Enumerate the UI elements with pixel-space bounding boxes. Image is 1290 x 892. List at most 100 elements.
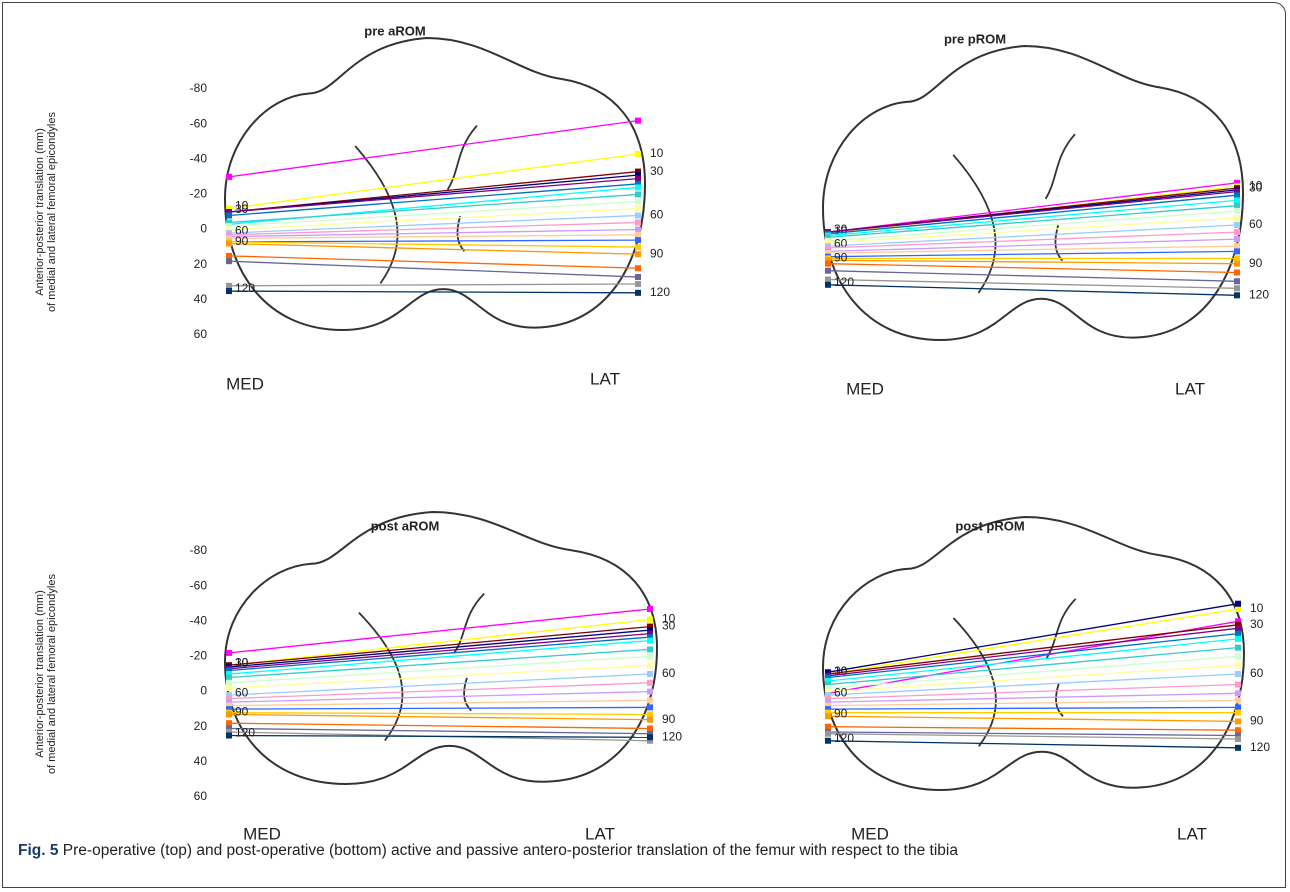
series-label-lat: 30 xyxy=(1250,617,1264,631)
point-marker xyxy=(1234,215,1240,221)
point-marker xyxy=(825,731,831,737)
caption-text: Pre-operative (top) and post-operative (… xyxy=(63,842,958,859)
point-marker xyxy=(647,680,653,686)
series-label-med: 120 xyxy=(235,726,255,740)
point-marker xyxy=(635,118,641,124)
point-marker xyxy=(226,241,232,247)
point-marker xyxy=(1235,671,1241,677)
point-marker xyxy=(1235,606,1241,612)
y-tick-label: 40 xyxy=(194,754,208,768)
condyle-line xyxy=(359,613,403,741)
series-line xyxy=(229,256,638,268)
series-label-lat: 90 xyxy=(662,712,676,726)
series-line xyxy=(828,634,1238,678)
point-marker xyxy=(1234,261,1240,267)
point-marker xyxy=(635,251,641,257)
point-marker xyxy=(1235,601,1241,607)
series-line xyxy=(828,260,1237,264)
series-line xyxy=(828,727,1238,731)
point-marker xyxy=(226,680,232,686)
point-marker xyxy=(1234,192,1240,198)
chart-title: post pROM xyxy=(955,518,1024,533)
point-marker xyxy=(825,724,831,730)
series-line xyxy=(229,242,638,247)
point-marker xyxy=(1235,662,1241,668)
point-marker xyxy=(1235,625,1241,631)
x-category-label: MED xyxy=(243,824,281,840)
series-line xyxy=(828,716,1238,721)
caption-label: Fig. 5 xyxy=(18,842,58,859)
point-marker xyxy=(647,646,653,652)
point-marker xyxy=(825,261,831,267)
y-tick-label: -60 xyxy=(190,116,208,130)
series-line xyxy=(828,639,1238,681)
series-line xyxy=(828,183,1237,232)
series-label-med: 120 xyxy=(834,731,854,745)
point-marker xyxy=(226,675,232,681)
point-marker xyxy=(1235,710,1241,716)
point-marker xyxy=(226,174,232,180)
point-marker xyxy=(647,653,653,659)
figure: pre aROM-80-60-40-200204060Anterior-post… xyxy=(0,0,1290,840)
point-marker xyxy=(1235,697,1241,703)
y-tick-label: -20 xyxy=(190,187,208,201)
point-marker xyxy=(1235,718,1241,724)
condyle-line xyxy=(457,216,464,251)
series-line xyxy=(229,261,638,277)
point-marker xyxy=(1235,727,1241,733)
point-marker xyxy=(1235,631,1241,637)
y-axis-label: Anterior-posterior translation (mm) xyxy=(34,590,46,758)
series-line xyxy=(229,736,650,738)
point-marker xyxy=(1234,278,1240,284)
point-marker xyxy=(1235,653,1241,659)
series-line xyxy=(828,741,1238,748)
point-marker xyxy=(226,283,232,289)
point-marker xyxy=(825,277,831,283)
series-line xyxy=(828,707,1238,709)
chart-title: post aROM xyxy=(371,518,440,533)
series-label-lat: 30 xyxy=(1249,180,1263,194)
point-marker xyxy=(226,650,232,656)
point-marker xyxy=(226,720,232,726)
series-label-lat: 60 xyxy=(1250,666,1264,680)
point-marker xyxy=(825,738,831,744)
y-tick-label: -40 xyxy=(190,151,208,165)
point-marker xyxy=(635,151,641,157)
x-category-label: LAT xyxy=(1175,379,1205,398)
series-line xyxy=(828,604,1238,673)
y-tick-label: -80 xyxy=(190,543,208,557)
x-category-label: LAT xyxy=(1177,824,1207,840)
point-marker xyxy=(226,733,232,739)
point-marker xyxy=(1235,636,1241,642)
series-line xyxy=(229,291,638,293)
series-label-med: 90 xyxy=(834,706,848,720)
point-marker xyxy=(825,268,831,274)
point-marker xyxy=(635,176,641,182)
point-marker xyxy=(1235,704,1241,710)
point-marker xyxy=(1234,248,1240,254)
point-marker xyxy=(1234,236,1240,242)
point-marker xyxy=(647,671,653,677)
point-marker xyxy=(1234,229,1240,235)
series-line xyxy=(229,630,650,667)
y-tick-label: -20 xyxy=(190,649,208,663)
point-marker xyxy=(635,265,641,271)
point-marker xyxy=(647,734,653,740)
point-marker xyxy=(635,213,641,219)
y-axis-label: of medial and lateral femoral epicondyle… xyxy=(46,112,58,312)
series-line xyxy=(229,284,638,286)
point-marker xyxy=(1234,203,1240,209)
point-marker xyxy=(226,288,232,294)
point-marker xyxy=(226,253,232,259)
point-marker xyxy=(1235,690,1241,696)
point-marker xyxy=(226,258,232,264)
y-tick-label: 20 xyxy=(194,257,208,271)
point-marker xyxy=(647,704,653,710)
series-label-med: 90 xyxy=(235,234,249,248)
point-marker xyxy=(647,697,653,703)
point-marker xyxy=(647,725,653,731)
point-marker xyxy=(647,711,653,717)
series-label-med: 120 xyxy=(834,275,854,289)
series-label-lat: 120 xyxy=(1250,740,1270,754)
series-label-lat: 60 xyxy=(662,666,676,680)
